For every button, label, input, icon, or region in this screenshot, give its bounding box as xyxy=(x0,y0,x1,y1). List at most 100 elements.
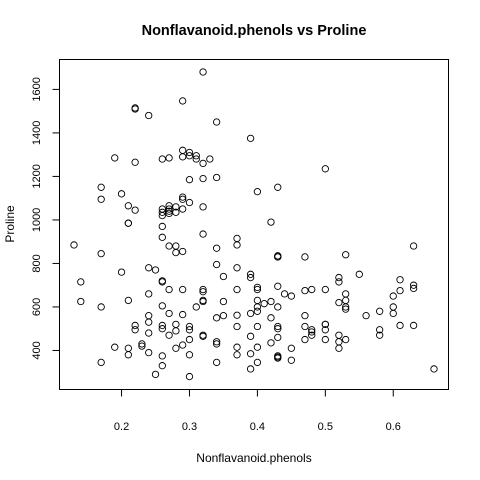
data-point xyxy=(166,332,172,338)
data-point xyxy=(118,191,124,197)
data-point xyxy=(234,323,240,329)
data-point xyxy=(159,362,165,368)
data-point xyxy=(342,291,348,297)
data-point xyxy=(234,235,240,241)
data-point xyxy=(71,242,77,248)
data-point xyxy=(146,265,152,271)
data-point xyxy=(342,336,348,342)
data-point xyxy=(247,351,253,357)
y-tick-label: 600 xyxy=(31,298,43,316)
data-point xyxy=(179,206,185,212)
y-axis: 4006008001000120014001600 xyxy=(31,77,60,359)
x-axis-label: Nonflavanoid.phenols xyxy=(196,451,311,465)
data-point xyxy=(173,328,179,334)
data-point xyxy=(98,359,104,365)
data-point xyxy=(254,344,260,350)
data-point xyxy=(166,155,172,161)
data-point xyxy=(254,188,260,194)
data-point xyxy=(152,371,158,377)
data-point xyxy=(254,359,260,365)
data-point xyxy=(356,271,362,277)
data-point xyxy=(261,300,267,306)
data-point xyxy=(179,248,185,254)
y-tick-label: 1600 xyxy=(31,77,43,101)
data-point xyxy=(132,207,138,213)
data-point xyxy=(78,279,84,285)
data-point xyxy=(173,345,179,351)
data-point xyxy=(200,160,206,166)
data-point xyxy=(125,220,131,226)
data-point xyxy=(179,154,185,160)
y-tick-label: 1200 xyxy=(31,164,43,188)
data-point xyxy=(146,319,152,325)
data-point xyxy=(390,310,396,316)
data-point xyxy=(166,243,172,249)
data-point xyxy=(410,322,416,328)
data-point xyxy=(112,155,118,161)
data-point xyxy=(302,312,308,318)
data-point xyxy=(336,299,342,305)
data-point xyxy=(166,310,172,316)
data-point xyxy=(186,336,192,342)
data-point xyxy=(220,273,226,279)
data-point xyxy=(146,349,152,355)
data-point xyxy=(247,333,253,339)
data-point xyxy=(220,298,226,304)
data-point xyxy=(275,334,281,340)
data-point xyxy=(234,352,240,358)
data-point xyxy=(275,184,281,190)
data-point xyxy=(397,287,403,293)
data-point xyxy=(200,204,206,210)
data-point xyxy=(179,342,185,348)
data-point xyxy=(179,286,185,292)
data-point xyxy=(431,366,437,372)
data-point xyxy=(200,231,206,237)
x-tick-label: 0.5 xyxy=(318,421,333,433)
data-point xyxy=(288,345,294,351)
x-tick-label: 0.2 xyxy=(114,421,129,433)
data-point xyxy=(254,323,260,329)
chart-title: Nonflavanoid.phenols vs Proline xyxy=(142,23,367,39)
data-point xyxy=(336,279,342,285)
y-tick-label: 400 xyxy=(31,341,43,359)
data-point xyxy=(213,119,219,125)
data-point xyxy=(309,286,315,292)
data-point xyxy=(302,323,308,329)
data-point xyxy=(288,293,294,299)
data-point xyxy=(125,345,131,351)
data-point xyxy=(98,196,104,202)
y-axis-label: Proline xyxy=(3,205,17,243)
data-point xyxy=(390,304,396,310)
data-point xyxy=(322,166,328,172)
data-point xyxy=(207,156,213,162)
data-point xyxy=(247,366,253,372)
data-point xyxy=(302,287,308,293)
data-point xyxy=(247,135,253,141)
data-point xyxy=(200,175,206,181)
data-point xyxy=(186,176,192,182)
y-tick-label: 1000 xyxy=(31,208,43,232)
data-point xyxy=(132,327,138,333)
data-point xyxy=(288,357,294,363)
data-point xyxy=(98,250,104,256)
data-point xyxy=(132,159,138,165)
data-point xyxy=(268,219,274,225)
data-point xyxy=(336,345,342,351)
x-tick-label: 0.3 xyxy=(182,421,197,433)
data-point xyxy=(213,245,219,251)
data-point xyxy=(342,297,348,303)
data-point xyxy=(234,265,240,271)
data-point xyxy=(193,304,199,310)
data-point xyxy=(159,156,165,162)
data-point xyxy=(336,332,342,338)
data-point xyxy=(268,315,274,321)
data-point xyxy=(410,243,416,249)
data-point xyxy=(275,304,281,310)
data-point xyxy=(146,112,152,118)
data-point xyxy=(118,269,124,275)
data-point xyxy=(281,291,287,297)
data-point xyxy=(98,304,104,310)
data-point xyxy=(159,234,165,240)
data-point xyxy=(78,298,84,304)
data-point xyxy=(159,353,165,359)
